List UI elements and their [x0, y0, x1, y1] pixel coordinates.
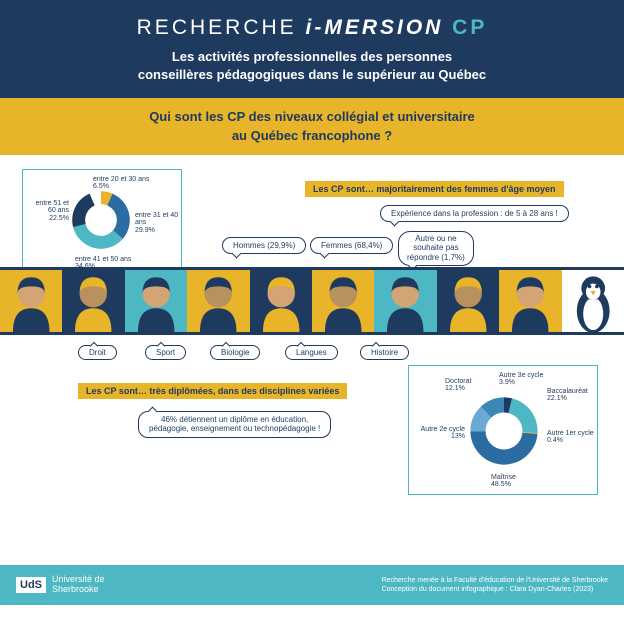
age-label-1: entre 31 et 40 ans29.9%: [135, 212, 181, 235]
education-note-bubble: 46% détiennent un diplôme en éducation, …: [138, 411, 331, 438]
question-text: Qui sont les CP des niveaux collégial et…: [20, 108, 604, 144]
gender-femmes-bubble: Femmes (68,4%): [310, 237, 393, 254]
credits: Recherche menée à la Faculté d'éducation…: [382, 576, 608, 594]
main-title: RECHERCHE i-MERSION CP: [20, 16, 604, 40]
subtitle: Les activités professionnelles des perso…: [20, 48, 604, 84]
deg-label-4: Autre 2e cycle13%: [415, 426, 465, 441]
degree-donut-box: Autre 3e cycle3.9% Baccalauréat22.1% Aut…: [408, 365, 598, 495]
deg-label-2: Autre 1er cycle0.4%: [547, 430, 594, 445]
credit-line-2: Conception du document infographique : C…: [382, 585, 608, 594]
person-avatar: [125, 270, 187, 332]
age-donut-chart: [71, 190, 131, 250]
person-avatar: [312, 270, 374, 332]
footer: UdS Université de Sherbrooke Recherche m…: [0, 565, 624, 605]
experience-bubble: Expérience dans la profession : de 5 à 2…: [380, 205, 569, 222]
deg-label-1: Baccalauréat22.1%: [547, 388, 588, 403]
degree-donut-chart: [469, 396, 539, 466]
person-avatar: [250, 270, 312, 332]
topic-sport: Sport: [145, 345, 186, 360]
person-avatar: [437, 270, 499, 332]
deg-label-3: Maîtrise48.5%: [491, 474, 516, 489]
topic-droit: Droit: [78, 345, 117, 360]
section2-label: Les CP sont… très diplômées, dans des di…: [78, 383, 347, 399]
title-part-a: RECHERCHE: [137, 16, 306, 39]
person-avatar: [374, 270, 436, 332]
logo-name: Université de Sherbrooke: [52, 575, 105, 595]
question-band: Qui sont les CP des niveaux collégial et…: [0, 98, 624, 154]
deg-label-5: Doctorat12.1%: [445, 378, 471, 393]
title-part-b: i-MERSION: [306, 16, 453, 39]
people-strip: [0, 267, 624, 335]
gender-autre-bubble: Autre ou ne souhaite pas répondre (1,7%): [398, 231, 474, 266]
age-label-0: entre 20 et 30 ans6.5%: [93, 176, 149, 191]
deg-label-0: Autre 3e cycle3.9%: [499, 372, 543, 387]
credit-line-1: Recherche menée à la Faculté d'éducation…: [382, 576, 608, 585]
header: RECHERCHE i-MERSION CP Les activités pro…: [0, 0, 624, 98]
logo: UdS Université de Sherbrooke: [16, 575, 105, 595]
person-avatar: [0, 270, 62, 332]
title-part-c: CP: [452, 16, 487, 39]
age-donut-box: entre 20 et 30 ans6.5% entre 31 et 40 an…: [22, 169, 182, 274]
person-avatar: [562, 270, 624, 332]
person-avatar: [499, 270, 561, 332]
person-avatar: [62, 270, 124, 332]
topic-histoire: Histoire: [360, 345, 409, 360]
logo-abbr: UdS: [16, 577, 46, 593]
section1-label: Les CP sont… majoritairement des femmes …: [305, 181, 564, 197]
age-label-3: entre 51 et 60 ans22.5%: [27, 200, 69, 223]
content-area: entre 20 et 30 ans6.5% entre 31 et 40 an…: [0, 155, 624, 565]
topic-langues: Langues: [285, 345, 338, 360]
topic-biologie: Biologie: [210, 345, 260, 360]
gender-hommes-bubble: Hommes (29,9%): [222, 237, 306, 254]
person-avatar: [187, 270, 249, 332]
